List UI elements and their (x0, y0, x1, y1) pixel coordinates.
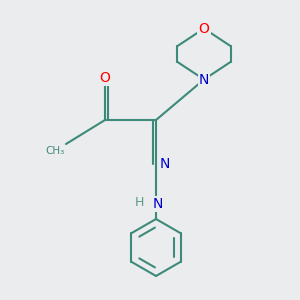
Text: CH₃: CH₃ (45, 146, 64, 155)
Text: N: N (199, 73, 209, 86)
Text: H: H (135, 196, 144, 209)
Text: N: N (160, 157, 170, 170)
Text: N: N (152, 197, 163, 211)
Text: O: O (100, 71, 110, 85)
Text: O: O (199, 22, 209, 35)
